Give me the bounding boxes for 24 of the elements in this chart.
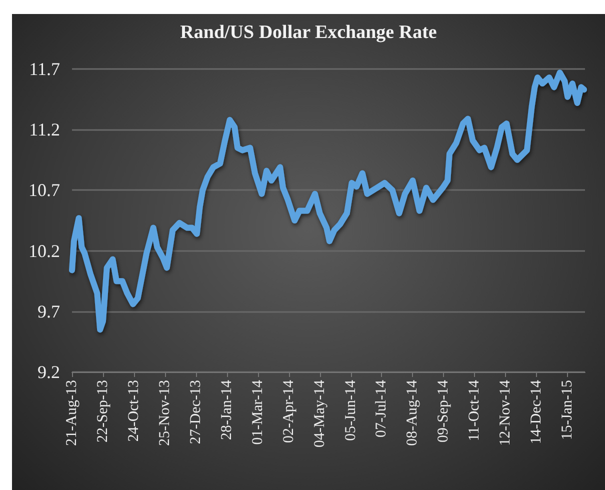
x-tick-label: 07-Jul-14 [374, 380, 390, 438]
x-tick-label: 25-Nov-13 [156, 380, 173, 446]
y-tick-label: 11.2 [29, 120, 60, 140]
y-tick-label: 10.2 [28, 240, 60, 261]
x-tick-label: 02-Apr-14 [280, 380, 297, 444]
x-tick-label: 11-Oct-14 [466, 380, 483, 442]
y-tick-label: 11.7 [29, 59, 60, 79]
x-tick-label: 14-Dec-14 [528, 380, 545, 444]
x-tick-label: 22-Sep-13 [94, 380, 111, 442]
y-tick-label: 9.2 [38, 362, 60, 382]
chart-title: Rand/US Dollar Exchange Rate [180, 22, 437, 43]
x-tick-label: 24-Oct-13 [126, 380, 142, 442]
x-tick-label: 12-Nov-14 [498, 380, 514, 446]
x-tick-label: 05-Jun-14 [342, 380, 359, 441]
x-tick-label: 15-Jan-15 [560, 380, 576, 440]
x-tick-label: 21-Aug-13 [64, 380, 80, 446]
x-tick-label: 01-Mar-14 [250, 380, 266, 445]
x-tick-label: 08-Aug-14 [404, 380, 421, 446]
x-tick-label: 28-Jan-14 [218, 380, 235, 440]
x-tick-label: 04-May-14 [312, 380, 328, 448]
y-tick-label: 9.7 [38, 301, 60, 322]
x-tick-label: 09-Sep-14 [436, 380, 452, 442]
y-tick-label: 10.7 [28, 180, 60, 200]
x-tick-label: 27-Dec-13 [188, 380, 204, 444]
